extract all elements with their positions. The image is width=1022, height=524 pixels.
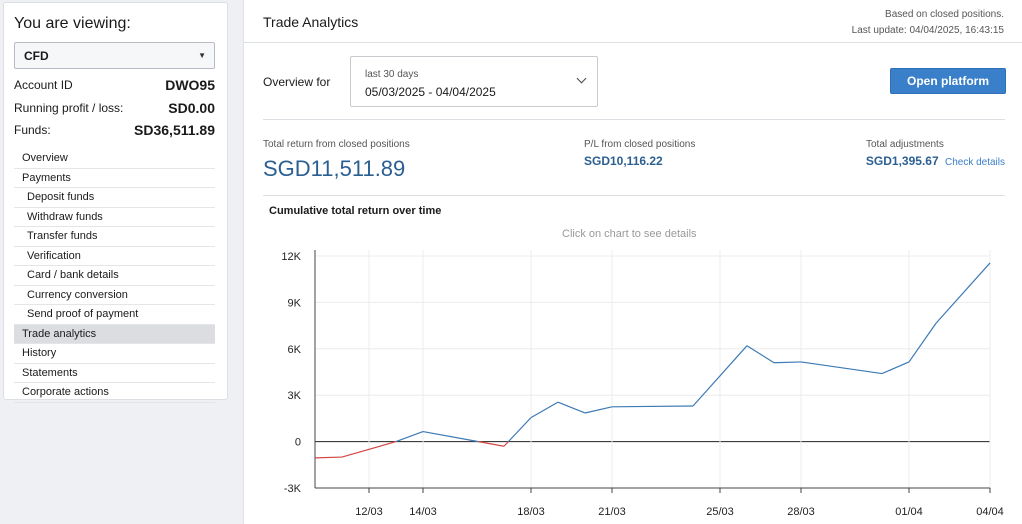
- line-segment: [773, 361, 802, 364]
- account-type-select[interactable]: CFD ▼: [14, 42, 215, 69]
- total-return-label: Total return from closed positions: [263, 139, 410, 150]
- line-segment: [530, 401, 559, 419]
- line-segment-negative: [503, 441, 509, 447]
- page-title: Trade Analytics: [263, 14, 359, 30]
- y-tick-label: 0: [295, 437, 301, 449]
- line-segment: [611, 405, 694, 408]
- open-platform-button[interactable]: Open platform: [890, 68, 1006, 94]
- divider: [263, 195, 1005, 196]
- check-details-link[interactable]: Check details: [944, 157, 1005, 168]
- pl-label: P/L from closed positions: [584, 139, 696, 150]
- line-segment: [746, 345, 775, 364]
- line-segment-negative: [341, 441, 397, 458]
- adjustments-value: SGD1,395.67: [865, 154, 939, 168]
- x-tick-label: 21/03: [598, 506, 626, 518]
- total-return-value: SGD11,511.89: [263, 156, 406, 181]
- chart-hint: Click on chart to see details: [562, 228, 697, 240]
- running-profit-value: SD0.00: [168, 100, 215, 116]
- line-segment-negative: [478, 441, 505, 447]
- y-tick-label: 12K: [281, 251, 301, 263]
- x-tick-label: 18/03: [517, 506, 545, 518]
- line-segment: [881, 361, 910, 375]
- date-range-value: 05/03/2025 - 04/04/2025: [365, 85, 496, 99]
- sidebar-item-statements[interactable]: Statements: [14, 364, 215, 383]
- x-tick-label: 12/03: [355, 506, 383, 518]
- line-segment: [908, 322, 937, 363]
- funds-value: SD36,511.89: [134, 122, 215, 138]
- running-profit-row: Running profit / loss: SD0.00: [14, 98, 215, 118]
- sidebar-nav: Overview Payments Deposit funds Withdraw…: [14, 149, 215, 403]
- trade-analytics-panel: Trade Analytics Based on closed position…: [243, 0, 1022, 524]
- y-tick-label: -3K: [284, 483, 302, 495]
- sidebar-item-overview[interactable]: Overview: [14, 149, 215, 169]
- sidebar-item-currency-conversion[interactable]: Currency conversion: [14, 286, 215, 305]
- x-tick-label: 01/04: [895, 506, 923, 518]
- caret-down-icon: ▼: [198, 51, 206, 60]
- last-update-timestamp: Last update: 04/04/2025, 16:43:15: [851, 25, 1004, 36]
- line-segment: [422, 430, 479, 443]
- sidebar-item-corporate-actions[interactable]: Corporate actions: [14, 383, 215, 403]
- y-tick-label: 9K: [288, 297, 302, 309]
- x-tick-label: 14/03: [409, 506, 437, 518]
- account-sidebar: You are viewing: CFD ▼ Account ID DWO95 …: [3, 2, 228, 403]
- sidebar-item-send-proof-of-payment[interactable]: Send proof of payment: [14, 305, 215, 325]
- chart-title: Cumulative total return over time: [269, 205, 442, 217]
- based-on-note: Based on closed positions.: [885, 9, 1004, 20]
- sidebar-item-history[interactable]: History: [14, 344, 215, 364]
- account-type-value: CFD: [24, 48, 49, 63]
- sidebar-item-payments[interactable]: Payments: [14, 169, 215, 188]
- x-tick-label: 25/03: [706, 506, 734, 518]
- funds-row: Funds: SD36,511.89: [14, 120, 215, 140]
- date-range-select[interactable]: last 30 days 05/03/2025 - 04/04/2025: [350, 56, 598, 107]
- sidebar-item-transfer-funds[interactable]: Transfer funds: [14, 227, 215, 247]
- cumulative-return-chart[interactable]: 12K 9K 6K 3K 0 -3K 12/03 14/03 18/03 21/03 25/03 28…: [244, 0, 1022, 524]
- funds-label: Funds:: [14, 123, 51, 137]
- line-segment: [584, 406, 613, 414]
- x-tick-label: 04/04: [976, 506, 1004, 518]
- x-tick-label: 28/03: [787, 506, 815, 518]
- sidebar-title: You are viewing:: [14, 15, 131, 32]
- line-segment: [935, 262, 991, 324]
- running-profit-label: Running profit / loss:: [14, 101, 124, 115]
- adjustments-label: Total adjustments: [866, 139, 944, 150]
- line-segment: [395, 430, 424, 443]
- account-id-row: Account ID DWO95: [14, 75, 215, 95]
- line-segment: [557, 401, 586, 414]
- sidebar-item-trade-analytics[interactable]: Trade analytics: [14, 324, 215, 344]
- sidebar-item-verification[interactable]: Verification: [14, 247, 215, 266]
- line-segment-negative: [314, 456, 343, 459]
- line-segment: [507, 417, 532, 443]
- adjustments-row: SGD1,395.67 Check details: [866, 154, 1005, 168]
- account-id-label: Account ID: [14, 78, 73, 92]
- period-label: last 30 days: [365, 69, 419, 80]
- overview-for-label: Overview for: [263, 75, 331, 89]
- divider: [263, 119, 1005, 120]
- account-id-value: DWO95: [165, 77, 215, 93]
- panel-header: Trade Analytics Based on closed position…: [244, 0, 1022, 43]
- sidebar-item-card-bank-details[interactable]: Card / bank details: [14, 266, 215, 286]
- line-segment: [692, 345, 748, 407]
- pl-value: SGD10,116.22: [584, 154, 663, 168]
- sidebar-item-withdraw-funds[interactable]: Withdraw funds: [14, 208, 215, 227]
- sidebar-item-deposit-funds[interactable]: Deposit funds: [14, 188, 215, 208]
- y-tick-label: 3K: [288, 390, 302, 402]
- line-segment: [800, 361, 883, 375]
- y-tick-label: 6K: [288, 344, 302, 356]
